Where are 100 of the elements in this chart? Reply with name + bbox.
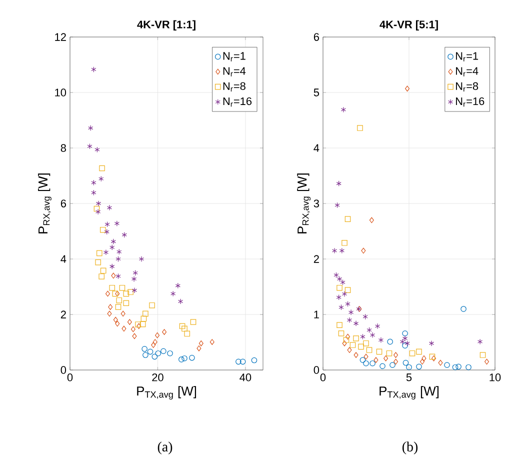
point (240, 358, 246, 365)
point (344, 216, 351, 222)
point (162, 329, 167, 335)
point (338, 330, 344, 336)
point (123, 300, 130, 306)
point (336, 276, 342, 282)
y-axis-title: P$_{RX,avg}$ [W] (297, 173, 311, 234)
point (357, 125, 363, 131)
point (416, 348, 422, 355)
x-tick-label: 40 (240, 374, 252, 382)
point (350, 342, 356, 348)
point (109, 284, 116, 291)
point (91, 190, 96, 196)
y-tick-label: 6 (60, 200, 66, 208)
point (122, 232, 127, 238)
legend-label: N$_{r}$=1 (456, 52, 478, 62)
y-tick-label: 0 (60, 366, 66, 374)
point (360, 334, 366, 340)
point (353, 335, 359, 342)
point (107, 310, 112, 317)
point (122, 326, 126, 332)
point (384, 355, 388, 362)
x-tick-label: 0 (320, 374, 326, 382)
point (346, 334, 350, 340)
point (128, 289, 134, 295)
point (353, 320, 359, 326)
point (142, 346, 148, 352)
point (140, 316, 147, 322)
point (432, 355, 436, 362)
x-axis-title: P$_{TX,avg}$ [W] (380, 386, 439, 400)
point (332, 248, 338, 254)
point (340, 106, 346, 113)
point (132, 333, 137, 340)
point (116, 256, 121, 262)
x-tick-label: 0 (67, 374, 73, 382)
point (91, 180, 96, 186)
x-tick-label: 10 (490, 374, 501, 382)
legend-label: N$_{r}$=16 (456, 97, 484, 107)
point (142, 352, 148, 358)
y-tick-label: 5 (314, 88, 320, 96)
point (402, 360, 409, 366)
point (96, 208, 101, 215)
y-tick-label: 6 (314, 33, 319, 41)
point (394, 358, 398, 365)
point (346, 317, 352, 323)
point (340, 279, 346, 286)
point (167, 350, 173, 356)
point (95, 259, 101, 266)
point (127, 319, 132, 325)
point (366, 347, 372, 353)
y-tick-label: 10 (55, 88, 66, 96)
point (336, 284, 342, 291)
point (184, 330, 190, 337)
point (131, 276, 137, 282)
point (210, 339, 214, 345)
point (409, 350, 416, 356)
point (138, 256, 144, 262)
point (189, 354, 195, 361)
point (98, 176, 104, 182)
point (91, 66, 96, 72)
point (376, 348, 382, 355)
y-axis-title: P$_{RX,avg}$ [W] (38, 173, 52, 234)
point (112, 290, 118, 297)
legend-label: N$_{r}$=1 (223, 52, 246, 62)
point (140, 321, 146, 328)
point (456, 364, 462, 370)
legend-label: N$_{r}$=8 (223, 82, 246, 92)
point (394, 352, 398, 358)
point (369, 217, 374, 224)
y-tick-label: 12 (55, 33, 66, 41)
point (358, 344, 364, 350)
point (251, 357, 258, 364)
point (123, 290, 130, 297)
point (477, 338, 483, 345)
point (378, 337, 384, 343)
point (111, 272, 116, 279)
point (105, 290, 110, 297)
point (344, 287, 351, 293)
y-tick-label: 2 (60, 310, 66, 318)
point (88, 125, 94, 131)
y-tick-label: 4 (60, 255, 66, 263)
point (405, 86, 410, 92)
point (116, 297, 122, 304)
point (147, 348, 154, 355)
point (190, 319, 196, 325)
point (336, 322, 342, 328)
point (114, 220, 120, 226)
point (104, 228, 110, 235)
point (175, 282, 180, 289)
point (374, 323, 380, 330)
point (178, 356, 184, 362)
text: (a) (158, 442, 172, 454)
x-tick-label: 20 (152, 374, 164, 382)
point (182, 326, 188, 332)
point (345, 301, 350, 307)
legend-label: N$_{r}$=4 (456, 67, 478, 76)
point (152, 339, 158, 345)
y-tick-label: 1 (314, 310, 319, 318)
legend-label: N$_{r}$=4 (223, 67, 246, 76)
point (460, 306, 466, 312)
